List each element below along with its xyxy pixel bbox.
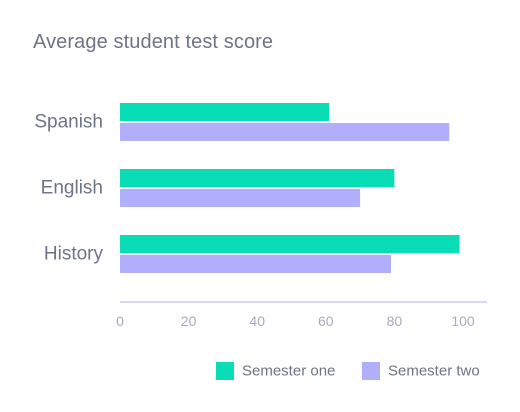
bar-spanish-semester-one	[120, 103, 330, 121]
x-axis: 0 20 40 60 80 100	[116, 301, 488, 329]
bar-english-semester-one	[120, 169, 395, 187]
category-label-history: History	[44, 244, 104, 265]
x-tick-label-20: 20	[181, 313, 197, 329]
bar-spanish-semester-two	[120, 123, 450, 141]
chart-title: Average student test score	[33, 31, 274, 53]
legend-label-semester-two: Semester two	[388, 363, 480, 380]
x-tick-label-0: 0	[116, 313, 124, 329]
legend-label-semester-one: Semester one	[242, 363, 335, 380]
x-tick-label-100: 100	[451, 313, 475, 329]
legend: Semester one Semester two	[216, 362, 480, 380]
category-label-spanish: Spanish	[34, 112, 103, 133]
bar-history-semester-two	[120, 255, 391, 273]
x-tick-label-40: 40	[249, 313, 265, 329]
x-tick-label-80: 80	[387, 313, 403, 329]
x-tick-label-60: 60	[318, 313, 334, 329]
category-labels: Spanish English History	[34, 112, 103, 265]
bar-history-semester-one	[120, 235, 460, 253]
bar-english-semester-two	[120, 189, 361, 207]
legend-swatch-semester-one	[216, 362, 234, 380]
category-label-english: English	[41, 178, 103, 199]
legend-swatch-semester-two	[362, 362, 380, 380]
bars-layer	[120, 103, 460, 273]
